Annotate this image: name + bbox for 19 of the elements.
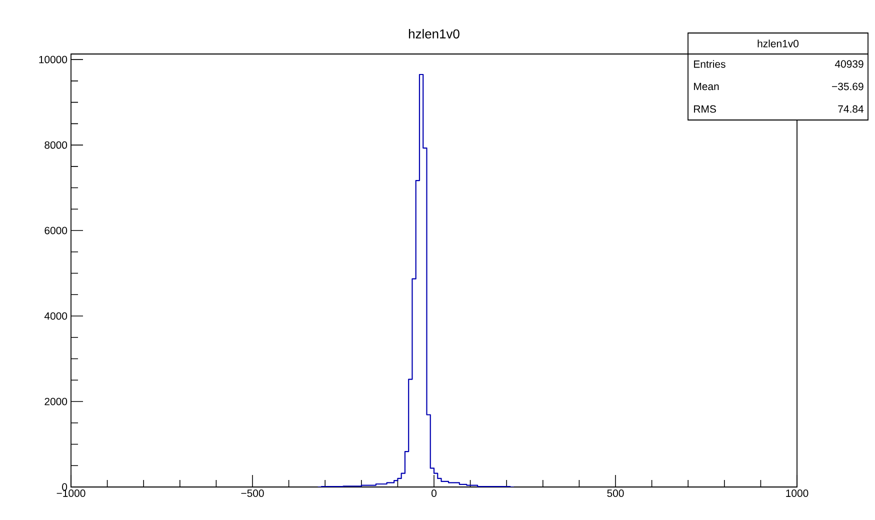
x-tick-label: 0: [432, 490, 436, 497]
y-tick-label: 0: [62, 483, 68, 491]
x-tick-label: −1000: [56, 490, 86, 497]
y-tick-label: 2000: [44, 398, 68, 406]
y-tick-label: 6000: [44, 226, 68, 234]
x-tick-label: 500: [607, 490, 624, 497]
text: −35.69: [832, 82, 864, 90]
chart-title: hzlen1v0: [408, 28, 460, 38]
annotation: Mean: [694, 82, 719, 90]
x-tick-label: 1000: [786, 490, 808, 497]
y-tick-label: 10000: [39, 56, 68, 64]
annotation: Entries: [694, 60, 726, 68]
x-tick-label: −500: [241, 490, 264, 497]
text: 74.84: [838, 105, 864, 113]
y-tick-label: 8000: [44, 141, 68, 149]
text: hzlen1v0: [758, 40, 799, 48]
text: 40939: [834, 60, 864, 68]
annotation: RMS: [694, 105, 716, 113]
y-tick-label: 4000: [44, 312, 68, 320]
